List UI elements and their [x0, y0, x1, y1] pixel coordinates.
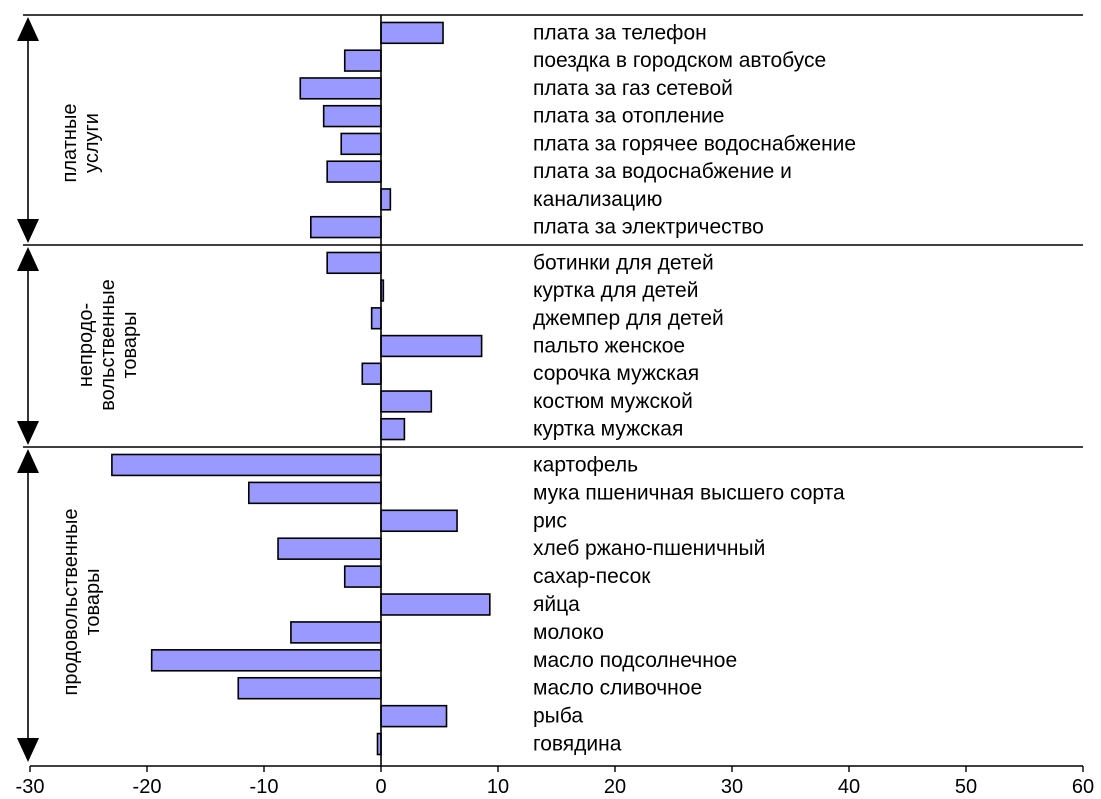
category-label: мука пшеничная высшего сорта: [533, 481, 845, 504]
category-label: масло сливочное: [533, 677, 702, 700]
bar: [290, 621, 382, 644]
group-label: непродо-вольственные товары: [75, 279, 141, 410]
x-tick-label: -20: [133, 776, 162, 798]
bar: [340, 132, 382, 156]
category-label: яйца: [533, 593, 580, 616]
bar: [150, 649, 382, 672]
bar: [343, 49, 382, 72]
category-label: джемпер для детей: [533, 307, 724, 330]
group-label-line: непродо-: [75, 303, 97, 387]
category-label: куртка мужская: [533, 418, 683, 441]
category-label: масло подсолнечное: [533, 649, 737, 672]
category-label: хлеб ржано-пшеничный: [533, 537, 765, 560]
category-label: куртка для детей: [533, 279, 698, 302]
bar: [380, 704, 448, 728]
arrow-up-icon: [17, 247, 39, 271]
group-label: платные услуги: [59, 104, 103, 183]
x-tick-label: 30: [721, 776, 743, 798]
bar: [380, 390, 433, 413]
group-label-line: платные: [59, 104, 81, 183]
bar: [247, 481, 382, 505]
arrow-up-icon: [17, 449, 39, 473]
category-label: канализацию: [533, 188, 662, 211]
bar: [343, 565, 382, 588]
bar: [380, 188, 392, 211]
bar: [277, 537, 382, 560]
category-label: костюм мужской: [533, 390, 693, 413]
bar: [380, 593, 491, 616]
category-label: плата за электричество: [533, 216, 764, 239]
category-label: сорочка мужская: [533, 362, 699, 385]
bar: [380, 21, 444, 45]
x-tick-label: 20: [604, 776, 626, 798]
arrow-down-icon: [17, 219, 39, 243]
x-tick-label: -30: [16, 776, 45, 798]
category-label: плата за газ сетевой: [533, 77, 733, 100]
arrow-down-icon: [17, 421, 39, 445]
bar: [326, 251, 382, 275]
x-tick-label: 50: [955, 776, 977, 798]
group-label: продовольственные товары: [60, 509, 104, 696]
category-label: говядина: [533, 733, 622, 756]
x-tick-label: 10: [487, 776, 509, 798]
x-tick-label: -10: [250, 776, 279, 798]
category-label: плата за горячее водоснабжение: [533, 132, 856, 155]
category-label: ботинки для детей: [533, 251, 714, 274]
group-label-line: услуги: [81, 113, 103, 173]
bar: [380, 509, 458, 533]
category-label: плата за телефон: [533, 21, 707, 44]
category-label: плата за водоснабжение и: [533, 160, 792, 183]
bar: [380, 417, 406, 441]
category-label: поездка в городском автобусе: [533, 49, 826, 72]
bar: [322, 104, 382, 128]
bar: [237, 676, 382, 700]
bar: [309, 215, 382, 239]
bar: [111, 453, 382, 477]
group-label-line: продовольственные: [60, 509, 82, 696]
bar: [326, 160, 382, 183]
bar: [370, 307, 382, 330]
group-label-line: товары: [82, 568, 104, 635]
bar: [361, 362, 382, 385]
category-label: молоко: [533, 621, 604, 644]
arrow-up-icon: [17, 17, 39, 41]
arrow-down-icon: [17, 738, 39, 762]
category-label: рис: [533, 509, 567, 532]
x-tick-label: 0: [375, 776, 386, 798]
category-label: сахар-песок: [533, 565, 651, 588]
category-label: плата за отопление: [533, 105, 724, 128]
category-label: пальто женское: [533, 335, 685, 358]
category-label: картофель: [533, 453, 638, 476]
x-tick-label: 40: [838, 776, 860, 798]
group-label-line: товары: [119, 311, 141, 378]
x-tick-label: 60: [1072, 776, 1094, 798]
bar: [299, 77, 382, 100]
group-label-line: вольственные: [97, 279, 119, 410]
category-label: рыба: [533, 705, 583, 728]
bar: [380, 334, 483, 358]
